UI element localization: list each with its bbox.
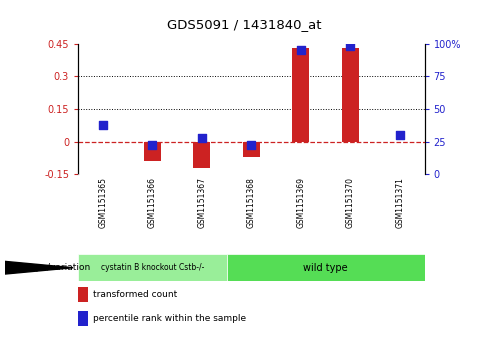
Text: GSM1151371: GSM1151371 (395, 177, 405, 228)
Point (346, 43, 354, 49)
Text: wild type: wild type (303, 263, 348, 273)
Bar (342, 48, 359, 142)
Bar (143, 142, 161, 161)
Text: GSM1151366: GSM1151366 (148, 177, 157, 228)
Bar (193, 142, 210, 168)
Point (396, 132, 404, 138)
Point (198, 135, 206, 140)
Text: percentile rank within the sample: percentile rank within the sample (93, 314, 246, 323)
Point (247, 143, 255, 148)
Bar (78, 311, 88, 326)
Text: GSM1151369: GSM1151369 (296, 177, 305, 228)
Bar (243, 142, 260, 157)
Text: GSM1151368: GSM1151368 (247, 177, 256, 228)
Bar (226, 254, 425, 281)
Text: GDS5091 / 1431840_at: GDS5091 / 1431840_at (167, 18, 321, 31)
Text: GSM1151365: GSM1151365 (98, 177, 107, 228)
Point (297, 47, 305, 53)
Bar (78, 287, 88, 302)
Text: transformed count: transformed count (93, 290, 177, 299)
Text: cystatin B knockout Cstb-/-: cystatin B knockout Cstb-/- (101, 263, 204, 272)
Point (99, 122, 107, 127)
Bar (78, 254, 226, 281)
Text: genotype/variation: genotype/variation (5, 263, 91, 272)
Bar (292, 48, 309, 142)
Text: GSM1151367: GSM1151367 (197, 177, 206, 228)
Point (148, 143, 156, 148)
Text: GSM1151370: GSM1151370 (346, 177, 355, 228)
Polygon shape (5, 261, 73, 274)
